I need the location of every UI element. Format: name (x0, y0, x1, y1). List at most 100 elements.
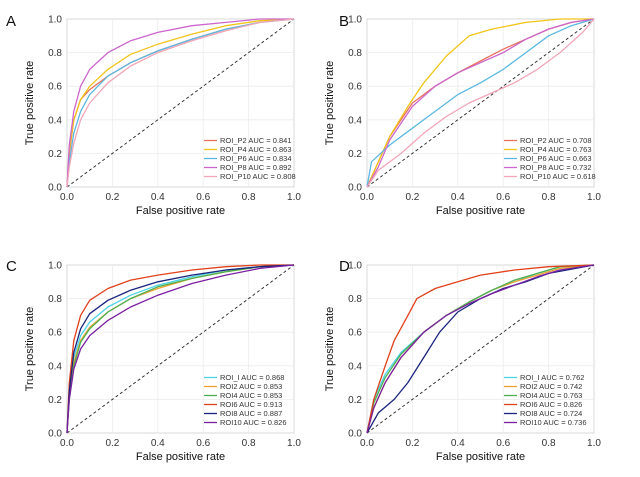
legend-label: ROI_P6 AUC = 0.663 (520, 154, 592, 163)
x-axis-label: False positive rate (136, 451, 225, 463)
legend-label: ROI4 AUC = 0.763 (520, 391, 582, 400)
legend-label: ROI2 AUC = 0.742 (520, 382, 582, 391)
y-tick-label: 0.0 (48, 429, 62, 440)
roc-curve (366, 18, 595, 188)
y-tick-label: 0.4 (348, 115, 362, 126)
plot-area (366, 18, 595, 188)
roc-curve (66, 264, 295, 434)
y-tick-label: 0.0 (348, 183, 362, 194)
y-tick-label: 0.4 (48, 361, 62, 372)
y-tick-label: 0.4 (48, 115, 62, 126)
y-tick-label: 0.6 (48, 328, 62, 339)
roc-curve (366, 264, 595, 434)
legend-label: ROI_P2 AUC = 0.708 (520, 136, 592, 145)
x-tick-label: 0.2 (105, 192, 119, 203)
y-tick-label: 1.0 (348, 15, 362, 26)
y-axis-label: True positive rate (324, 307, 336, 392)
legend-label: ROI_P8 AUC = 0.732 (520, 163, 592, 172)
x-tick-label: 0.8 (242, 192, 256, 203)
x-axis-label: False positive rate (136, 205, 225, 217)
panel-label: D (339, 258, 350, 275)
legend-label: ROI10 AUC = 0.736 (520, 418, 587, 427)
y-tick-label: 0.2 (48, 395, 62, 406)
x-tick-label: 0.8 (242, 438, 256, 449)
x-tick-label: 0.0 (60, 438, 74, 449)
roc-curve (66, 18, 294, 188)
x-tick-label: 0.2 (405, 438, 419, 449)
x-tick-label: 1.0 (587, 192, 601, 203)
y-tick-label: 1.0 (48, 15, 62, 26)
x-tick-label: 0.0 (60, 192, 74, 203)
roc-curve (366, 18, 595, 188)
panel-label: A (6, 13, 16, 30)
x-tick-label: 0.6 (196, 438, 210, 449)
x-tick-label: 0.0 (360, 438, 374, 449)
legend-label: ROI_P4 AUC = 0.763 (520, 145, 592, 154)
y-tick-label: 0.0 (48, 183, 62, 194)
y-tick-label: 0.2 (348, 149, 362, 160)
legend-label: ROI4 AUC = 0.853 (220, 391, 282, 400)
panel-b: 0.00.0 0.2 0.2 0.4 0.4 0.6 0.6 0.8 0.8 1.0 1.0 Fals… (324, 13, 601, 217)
legend-label: ROI8 AUC = 0.887 (220, 409, 282, 418)
roc-curve (366, 264, 595, 434)
panel-d: 0.00.0 0.2 0.2 0.4 0.4 0.6 0.6 0.8 0.8 1.0 1.0 Fals… (324, 258, 601, 463)
roc-curve (66, 264, 294, 434)
legend-label: ROI_P2 AUC = 0.841 (220, 136, 292, 145)
x-tick-label: 0.6 (496, 438, 510, 449)
x-tick-label: 0.8 (542, 438, 556, 449)
y-axis-label: True positive rate (24, 307, 36, 392)
y-axis-label: True positive rate (24, 61, 36, 146)
roc-curve (66, 18, 295, 188)
x-tick-label: 1.0 (287, 438, 301, 449)
roc-curve (366, 264, 595, 434)
roc-curve (366, 18, 594, 188)
x-tick-label: 0.4 (151, 438, 165, 449)
y-tick-label: 0.4 (348, 361, 362, 372)
y-tick-label: 0.6 (348, 82, 362, 93)
legend-label: ROI_I AUC = 0.762 (520, 373, 584, 382)
y-tick-label: 0.0 (348, 429, 362, 440)
y-tick-label: 0.2 (348, 395, 362, 406)
x-tick-label: 0.4 (151, 192, 165, 203)
y-axis-label: True positive rate (324, 61, 336, 146)
x-tick-label: 0.4 (451, 438, 465, 449)
y-tick-label: 0.2 (48, 149, 62, 160)
y-tick-label: 0.6 (48, 82, 62, 93)
panel-a: 0.00.0 0.2 0.2 0.4 0.4 0.6 0.6 0.8 0.8 1.0 1.0 Fals… (6, 13, 301, 217)
x-tick-label: 1.0 (287, 192, 301, 203)
plot-area (66, 264, 295, 434)
legend-label: ROI2 AUC = 0.853 (220, 382, 282, 391)
panel-c: 0.00.0 0.2 0.2 0.4 0.4 0.6 0.6 0.8 0.8 1.0 1.0 Fals… (6, 258, 301, 463)
legend-label: ROI_P10 AUC = 0.618 (520, 172, 596, 181)
y-tick-label: 0.8 (348, 48, 362, 59)
y-tick-label: 0.6 (348, 328, 362, 339)
y-tick-label: 0.8 (48, 48, 62, 59)
y-tick-label: 0.8 (348, 294, 362, 305)
legend-label: ROI6 AUC = 0.913 (220, 400, 282, 409)
x-tick-label: 0.2 (405, 192, 419, 203)
roc-curve (66, 264, 295, 434)
roc-curve (366, 264, 595, 434)
legend-label: ROI6 AUC = 0.826 (520, 400, 582, 409)
x-axis-label: False positive rate (436, 205, 525, 217)
panel-label: C (6, 258, 17, 275)
legend-label: ROI_I AUC = 0.868 (220, 373, 284, 382)
x-tick-label: 0.6 (196, 192, 210, 203)
roc-curve (66, 18, 295, 188)
y-tick-label: 1.0 (348, 261, 362, 272)
plot-area (66, 18, 295, 188)
x-tick-label: 0.2 (105, 438, 119, 449)
x-tick-label: 0.0 (360, 192, 374, 203)
legend-label: ROI8 AUC = 0.724 (520, 409, 582, 418)
roc-curve (66, 18, 295, 188)
legend-label: ROI_P10 AUC = 0.808 (220, 172, 296, 181)
y-tick-label: 1.0 (48, 261, 62, 272)
x-tick-label: 0.8 (542, 192, 556, 203)
legend-label: ROI_P6 AUC = 0.834 (220, 154, 292, 163)
x-axis-label: False positive rate (436, 451, 525, 463)
y-tick-label: 0.8 (48, 294, 62, 305)
x-tick-label: 1.0 (587, 438, 601, 449)
panel-label: B (339, 13, 349, 30)
x-tick-label: 0.6 (496, 192, 510, 203)
